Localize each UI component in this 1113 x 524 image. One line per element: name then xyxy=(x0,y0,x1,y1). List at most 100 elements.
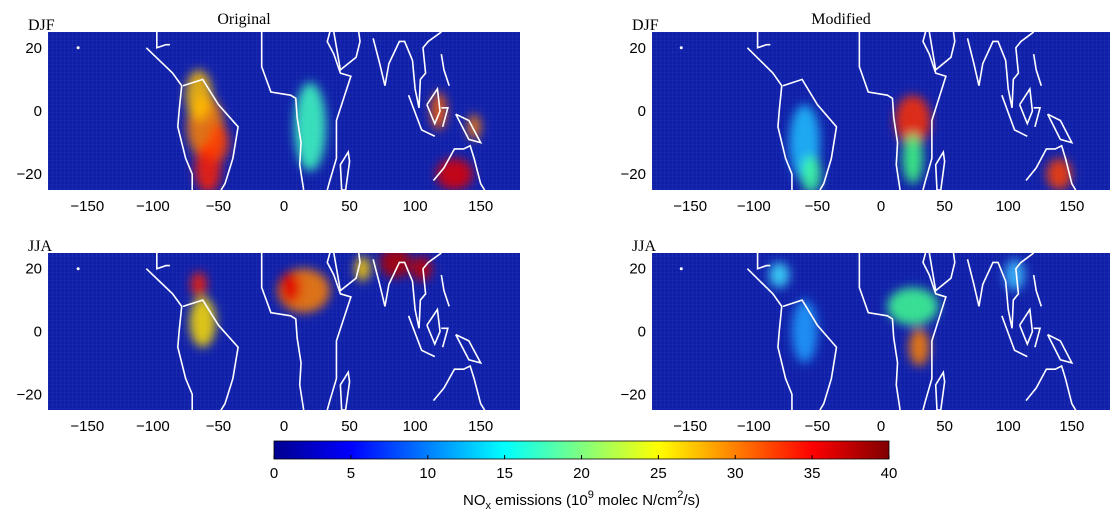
y-tick-label: 0 xyxy=(34,324,42,341)
coastline xyxy=(782,78,838,190)
x-tick-label: 100 xyxy=(996,418,1021,435)
season-label: JJA xyxy=(632,238,656,255)
emission-hotspot xyxy=(769,262,790,288)
coastline xyxy=(339,370,351,410)
x-tick-label: −150 xyxy=(673,418,707,435)
coastline xyxy=(1032,274,1043,307)
coastline xyxy=(966,32,1035,108)
coastline xyxy=(746,47,793,190)
colorbar-tick-label: 30 xyxy=(727,465,744,482)
coastline xyxy=(440,53,450,86)
emission-hotspot xyxy=(1046,158,1072,190)
coastline xyxy=(407,94,436,138)
x-tick-label: 50 xyxy=(936,198,953,215)
coastline xyxy=(756,32,771,49)
coastline xyxy=(260,253,305,410)
x-tick-label: −150 xyxy=(70,418,104,435)
emission-hotspot xyxy=(467,114,481,140)
coastline xyxy=(1018,307,1034,347)
emission-hotspot xyxy=(354,256,371,282)
emission-hotspot xyxy=(800,155,822,190)
label-part: emissions (10 xyxy=(491,492,588,509)
coastline xyxy=(145,47,194,190)
emission-hotspot xyxy=(185,69,212,121)
y-tick-label: 20 xyxy=(629,40,646,57)
x-tick-label: −50 xyxy=(206,418,231,435)
y-tick-label: −20 xyxy=(17,386,42,403)
island xyxy=(679,267,683,271)
coastline xyxy=(156,32,170,49)
coastline xyxy=(372,253,442,329)
x-tick-label: 0 xyxy=(877,198,885,215)
panel-title: Original xyxy=(217,11,271,28)
colorbar-tick-label: 35 xyxy=(804,465,821,482)
colorbar-tick-label: 10 xyxy=(419,465,436,482)
coastline xyxy=(966,253,1035,329)
y-tick-label: 20 xyxy=(629,261,646,278)
emission-hotspot xyxy=(887,287,939,326)
x-tick-label: 50 xyxy=(341,418,358,435)
coastline xyxy=(432,144,486,190)
coastlines xyxy=(145,253,486,410)
y-tick-label: 0 xyxy=(638,103,646,120)
label-part: 2 xyxy=(677,489,683,501)
colorbar-tick-label: 0 xyxy=(270,465,278,482)
coastlines xyxy=(746,253,1077,410)
emission-hotspot xyxy=(894,95,931,146)
coastline xyxy=(1046,333,1074,365)
coastline xyxy=(1001,94,1028,137)
coastline xyxy=(426,86,441,126)
colorbar-tick-label: 40 xyxy=(881,465,898,482)
x-tick-label: 150 xyxy=(1059,418,1084,435)
coastline xyxy=(782,299,838,410)
coastline xyxy=(858,253,901,410)
x-tick-label: −100 xyxy=(737,198,771,215)
emission-hotspot xyxy=(902,133,923,184)
coastline xyxy=(922,253,947,410)
emission-hotspot xyxy=(430,92,447,130)
x-tick-label: 0 xyxy=(280,418,288,435)
x-tick-label: 100 xyxy=(403,198,428,215)
label-part: /s) xyxy=(683,492,700,509)
coastline xyxy=(333,32,361,72)
emission-hotspot xyxy=(908,328,930,367)
coastline xyxy=(1018,86,1034,126)
coastlines xyxy=(746,32,1077,190)
island xyxy=(76,46,80,50)
x-tick-label: 150 xyxy=(468,418,493,435)
y-tick-label: 0 xyxy=(34,103,42,120)
coastline xyxy=(746,268,793,410)
season-label: JJA xyxy=(28,238,52,255)
x-tick-label: 150 xyxy=(468,198,493,215)
x-tick-label: 100 xyxy=(996,198,1021,215)
coastline xyxy=(928,32,956,72)
x-tick-label: −100 xyxy=(136,418,170,435)
y-tick-label: 0 xyxy=(638,324,646,341)
panel-title: Modified xyxy=(811,11,871,28)
x-tick-label: −50 xyxy=(805,418,830,435)
coastline xyxy=(407,315,436,358)
label-part: 9 xyxy=(588,489,594,501)
x-tick-label: −50 xyxy=(805,198,830,215)
x-tick-label: −100 xyxy=(136,198,170,215)
label-part: x xyxy=(486,500,492,512)
hotspots xyxy=(789,95,1072,190)
coastline xyxy=(441,107,449,128)
coastline xyxy=(156,253,170,270)
x-tick-label: −150 xyxy=(673,198,707,215)
coastline xyxy=(455,333,483,365)
coastline xyxy=(440,274,450,307)
label-part: molec N/cm xyxy=(594,492,677,509)
coastline xyxy=(455,113,483,144)
coastline xyxy=(432,364,486,410)
season-label: DJF xyxy=(28,17,55,34)
coastline xyxy=(922,32,947,190)
emission-hotspot xyxy=(189,296,216,348)
coastline xyxy=(858,32,901,190)
x-tick-label: 100 xyxy=(403,418,428,435)
emission-hotspot xyxy=(379,253,412,279)
emission-hotspot xyxy=(411,256,433,282)
coastline xyxy=(1025,364,1077,410)
